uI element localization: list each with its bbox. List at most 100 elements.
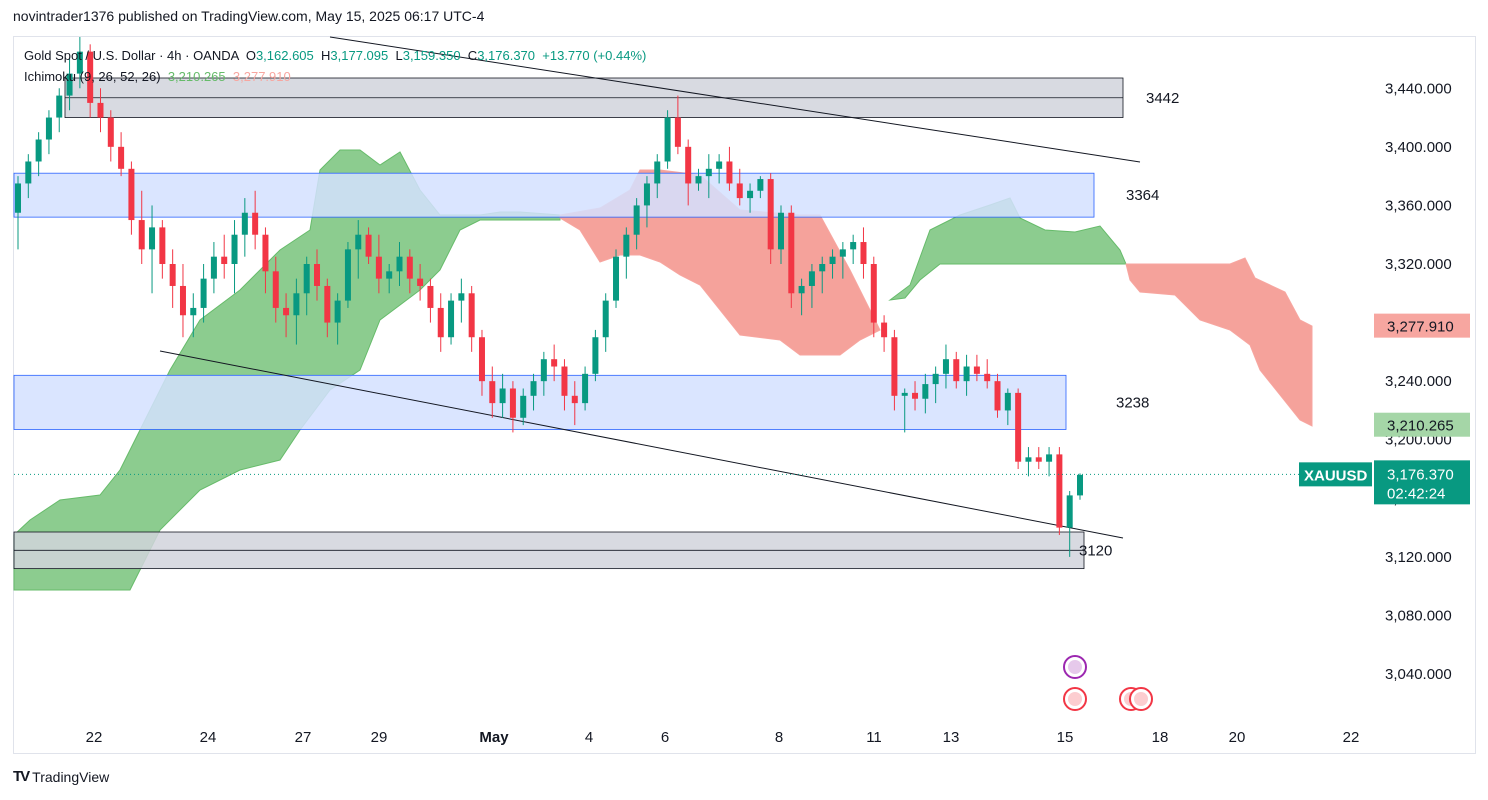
candle-body [520, 395, 527, 418]
candle-body [839, 249, 846, 257]
earnings-event-icon-inner [1068, 660, 1082, 674]
candle-body [210, 256, 217, 279]
candle-body [942, 359, 949, 374]
candle-body [592, 337, 599, 374]
candle-body [850, 242, 857, 250]
x-tick-label: 29 [371, 729, 388, 746]
candle-body [1046, 454, 1053, 462]
x-tick-label: 6 [661, 729, 669, 746]
symbol-tag: XAUUSD [1304, 467, 1368, 484]
candle-body [25, 161, 32, 184]
candle-body [767, 179, 774, 250]
ichimoku-cloud-bullish-2 [888, 197, 1127, 301]
candle-body [179, 285, 186, 316]
symbol-tag-bg [1299, 462, 1372, 487]
candle-body [716, 161, 723, 169]
candle-body [149, 227, 156, 250]
candle-body [984, 373, 991, 382]
candle-body [963, 366, 970, 382]
trendline-lower[interactable] [159, 350, 1124, 539]
candle-body [891, 337, 898, 396]
candle-body [262, 234, 269, 272]
candle-body [1025, 457, 1032, 462]
candle-body [788, 212, 795, 294]
candle-body [97, 102, 104, 118]
candle-body [540, 359, 547, 382]
us-flag-event-icon-inner [1068, 692, 1082, 706]
y-tick-label: 3,320.000 [1385, 256, 1452, 273]
brand-name: TradingView [32, 768, 110, 785]
candle-body [912, 392, 919, 399]
high-value: 3,177.095 [330, 48, 389, 63]
candle-body [499, 388, 506, 404]
x-tick-label: 13 [943, 729, 960, 746]
candle-body [777, 212, 784, 250]
earnings-event-icon[interactable] [1063, 655, 1087, 679]
candle-body [468, 293, 475, 338]
candle-body [128, 168, 135, 221]
candle-body [1015, 392, 1022, 462]
open-value: 3,162.605 [255, 48, 314, 63]
candle-body [489, 381, 496, 404]
candle-body [365, 234, 372, 257]
candle-body [726, 161, 733, 184]
last-price-value: 3,176.370 [1387, 466, 1454, 483]
candle-body [674, 117, 681, 147]
change-value: +13.770 (+0.44%) [542, 48, 647, 63]
candle-body [1066, 495, 1073, 528]
x-tick-label: 27 [295, 729, 312, 746]
candle-body [860, 242, 867, 264]
price-label-bg [1374, 313, 1470, 338]
zone-label-3120: 3120 [1079, 542, 1112, 559]
candle-body [695, 176, 702, 184]
x-tick-label: 8 [775, 729, 783, 746]
candle-body [685, 146, 692, 184]
candle-body [458, 293, 465, 301]
zone-rect-3364 [13, 172, 1095, 218]
candle-body [509, 388, 516, 418]
candle-body [901, 392, 908, 396]
close-value: 3,176.370 [477, 48, 536, 63]
candle-body [76, 51, 83, 74]
candle-body [623, 234, 630, 257]
symbol-title[interactable]: Gold Spot / U.S. Dollar · 4h · OANDA [24, 48, 239, 63]
candle-body [819, 264, 826, 272]
candle-body [973, 366, 980, 374]
candle-body [643, 183, 650, 206]
candle-body [241, 212, 248, 235]
candle-body [355, 234, 362, 250]
high-label: H [321, 48, 331, 63]
candle-body [159, 227, 166, 264]
candle-body [870, 264, 877, 323]
candle-body [417, 278, 424, 286]
candle-body [45, 117, 52, 140]
price-label-value: 3,210.265 [1387, 418, 1454, 435]
y-tick-label: 3,240.000 [1385, 373, 1452, 390]
y-tick-label: 3,120.000 [1385, 549, 1452, 566]
candle-body [15, 183, 21, 213]
candle-body [221, 256, 228, 264]
x-tick-label: May [479, 729, 509, 746]
ichimoku-span-b-value: 3,277.910 [232, 69, 291, 84]
footer-brand[interactable]: TV TradingView [13, 768, 109, 785]
candle-body [324, 285, 331, 323]
us-flag-event-icon-3[interactable] [1129, 687, 1153, 711]
price-label-value: 3,277.910 [1387, 319, 1454, 336]
candle-body [994, 381, 1001, 411]
indicator-name[interactable]: Ichimoku (9, 26, 52, 26) [24, 69, 161, 84]
us-flag-event-icon[interactable] [1063, 687, 1087, 711]
candle-body [272, 271, 279, 308]
close-label: C [467, 48, 478, 63]
trendline-upper[interactable] [329, 36, 1141, 163]
ichimoku-span-a-value: 3,210.265 [167, 69, 226, 84]
candle-body [705, 168, 712, 177]
ichimoku-cloud-bearish-2 [1125, 257, 1313, 427]
chart-legend: Gold Spot / U.S. Dollar · 4h · OANDA O3,… [24, 45, 646, 87]
candle-body [118, 146, 125, 169]
open-label: O [245, 48, 256, 63]
candle-body [551, 359, 558, 367]
candle-body [344, 249, 351, 301]
candle-body [633, 205, 640, 235]
zone-label-3238: 3238 [1116, 394, 1149, 411]
